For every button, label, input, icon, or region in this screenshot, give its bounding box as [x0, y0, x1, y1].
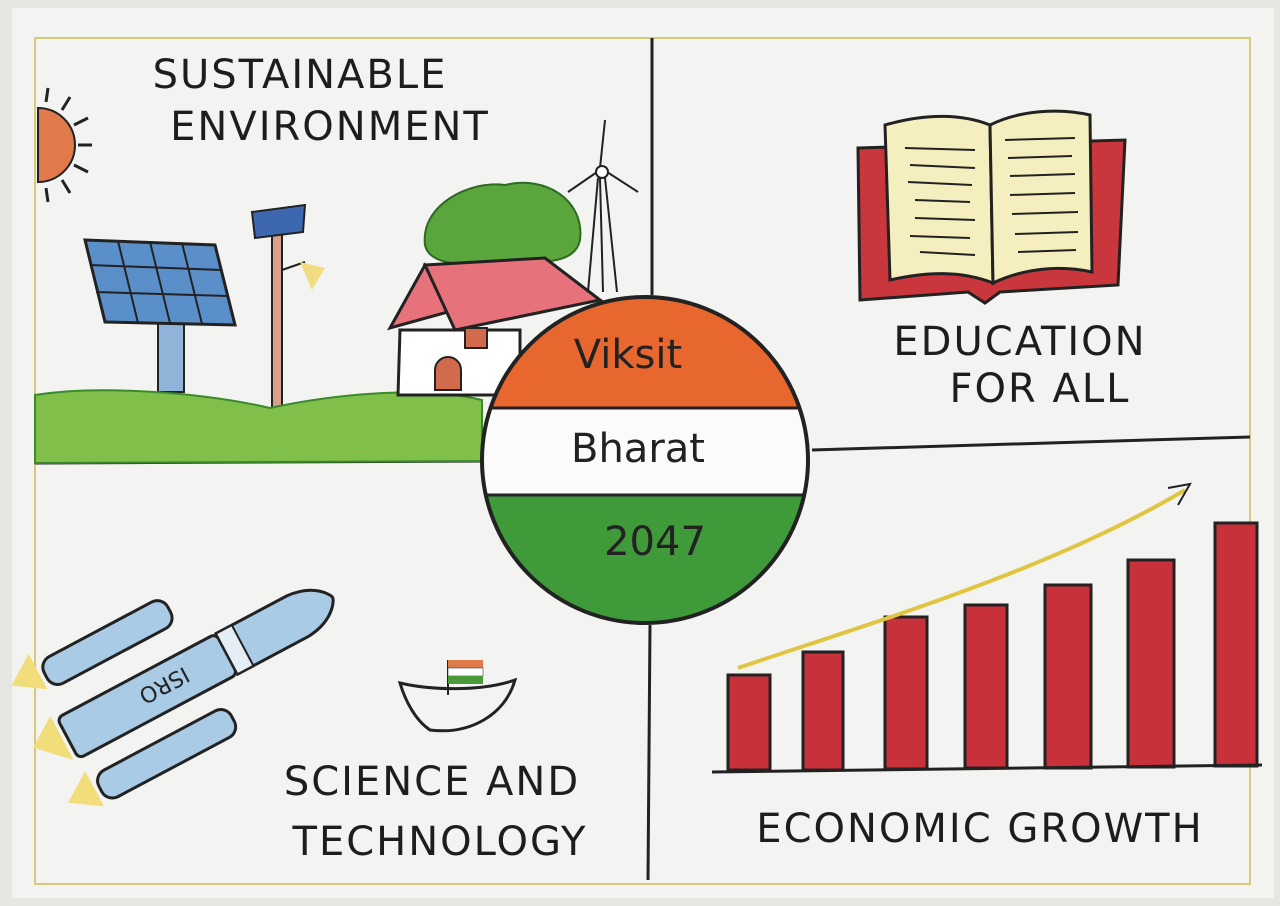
- panel-title: FOR ALL: [950, 366, 1131, 412]
- street-light-part: [271, 231, 283, 411]
- boat-part: [447, 667, 484, 677]
- growth-bars: [711, 521, 1263, 774]
- boat-part: [448, 676, 483, 684]
- sun-part: [44, 87, 92, 203]
- growth-arrow-part: [1167, 482, 1192, 506]
- windmill-part: [595, 165, 609, 179]
- book-part: [904, 137, 1079, 256]
- center-text: Bharat: [571, 426, 705, 472]
- circle-outline: [480, 295, 810, 625]
- rocket-part: [33, 715, 74, 761]
- house-part: [464, 327, 488, 349]
- panel-title: TECHNOLOGY: [292, 819, 588, 865]
- panel-title: SCIENCE AND: [284, 759, 580, 805]
- dividers-part: [811, 435, 1251, 452]
- panel-title: ECONOMIC GROWTH: [756, 806, 1203, 852]
- growth-bars-part: [1043, 583, 1093, 770]
- windmill-part: [587, 177, 618, 293]
- growth-bars-part: [1213, 521, 1259, 768]
- growth-bars-part: [883, 615, 929, 771]
- boat-part: [397, 677, 518, 733]
- center-circle-part: [482, 408, 808, 495]
- sun-part: [37, 106, 76, 184]
- growth-bars-part: [711, 763, 1263, 774]
- center-circle-part: [482, 406, 808, 497]
- panel-title: ENVIRONMENT: [170, 104, 490, 150]
- rocket-part: [214, 623, 255, 676]
- boat: [397, 660, 518, 733]
- boat-part: [448, 660, 483, 668]
- sun: [37, 87, 92, 203]
- growth-arrow: [737, 482, 1192, 670]
- panel-title: EDUCATION: [893, 319, 1146, 365]
- growth-bars-part: [801, 650, 845, 772]
- rocket: ISRO: [11, 588, 335, 807]
- house: [386, 256, 604, 397]
- growth-bars-part: [1126, 558, 1176, 769]
- house-part: [434, 356, 462, 391]
- rocket-part: [11, 653, 48, 690]
- panel-title: SUSTAINABLE: [153, 52, 448, 98]
- solar-panel-part: [157, 319, 185, 393]
- windmill-part: [567, 119, 639, 193]
- dividers-part: [646, 624, 652, 881]
- rocket-part: [68, 771, 104, 807]
- windmill: [567, 119, 639, 293]
- house-part: [422, 256, 604, 332]
- solar-panel: [83, 238, 237, 393]
- solar-panel-part: [89, 240, 229, 325]
- book: [856, 109, 1127, 305]
- growth-bars-part: [726, 673, 772, 772]
- street-light-part: [250, 203, 307, 240]
- rocket-part: [96, 708, 238, 800]
- rocket-part: [41, 599, 174, 686]
- book-part: [988, 109, 1094, 286]
- growth-arrow-part: [737, 488, 1187, 670]
- street-light-part: [300, 262, 325, 290]
- growth-bars-part: [963, 603, 1009, 770]
- center-text: Viksit: [574, 332, 682, 378]
- center-text: 2047: [604, 519, 706, 565]
- book-part: [883, 114, 995, 286]
